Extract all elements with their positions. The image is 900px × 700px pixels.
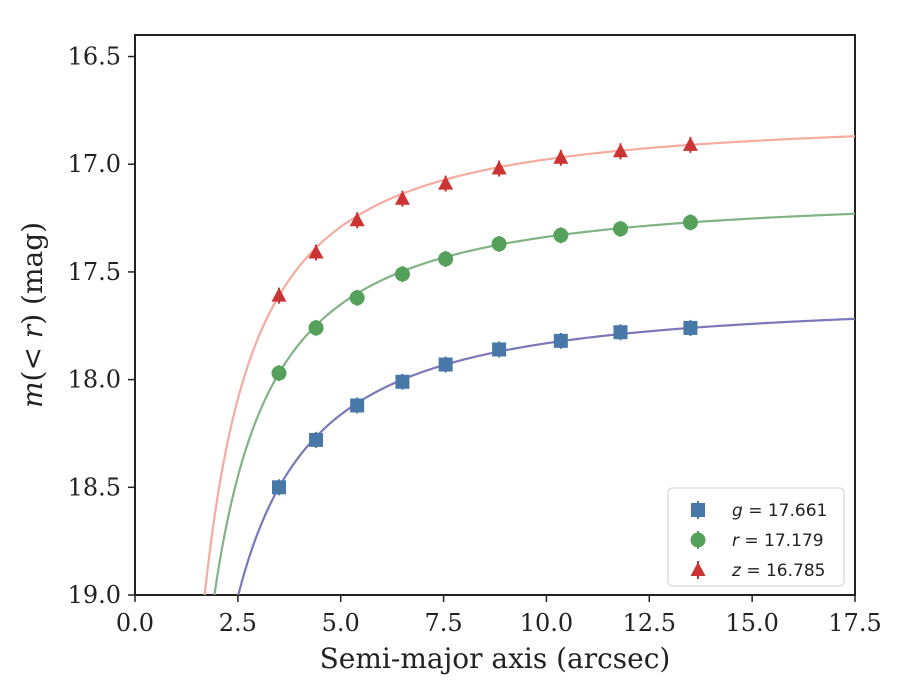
data-point-r (682, 214, 698, 230)
legend: g = 17.661 r = 17.179 z = 16.785 (667, 487, 845, 587)
x-tick-label: 12.5 (623, 609, 676, 637)
legend-entry-r: r = 17.179 (732, 531, 824, 551)
data-point-z (612, 143, 628, 158)
data-point-g (350, 398, 365, 413)
data-point-g (553, 333, 568, 348)
legend-marker-g (691, 503, 705, 517)
y-tick-label: 16.5 (68, 43, 121, 71)
data-point-z (349, 212, 365, 227)
data-point-z (438, 175, 454, 190)
data-point-g (309, 432, 324, 447)
fit-curve-z (203, 135, 855, 595)
data-point-z (394, 190, 410, 205)
legend-entry-z: z = 16.785 (731, 561, 825, 581)
data-point-g (272, 480, 286, 495)
data-point-z (271, 287, 287, 302)
x-tick-label: 7.5 (424, 609, 462, 637)
data-point-z (553, 149, 569, 164)
data-points (271, 136, 698, 496)
data-point-r (553, 227, 569, 243)
x-tick-label: 15.0 (725, 609, 778, 637)
x-tick-label: 5.0 (322, 609, 360, 637)
legend-box (667, 487, 845, 587)
data-point-r (308, 320, 324, 336)
data-point-z (682, 136, 698, 151)
fit-curve-g (237, 317, 855, 595)
y-tick-label: 17.0 (68, 150, 121, 178)
data-point-r (491, 236, 507, 252)
x-tick-label: 0.0 (116, 609, 154, 637)
data-point-r (394, 266, 410, 282)
data-point-z (308, 244, 324, 259)
x-tick-label: 2.5 (219, 609, 257, 637)
data-point-g (395, 374, 410, 389)
y-tick-label: 18.0 (68, 366, 121, 394)
data-point-r (612, 221, 628, 237)
data-point-r (438, 251, 454, 267)
y-tick-label: 17.5 (68, 258, 121, 286)
y-axis-ticks: 16.5 17.0 17.5 18.0 18.5 19.0 (68, 43, 135, 609)
data-point-z (491, 160, 507, 175)
data-point-g (613, 325, 628, 340)
y-axis-label: m(< r) (mag) (16, 222, 49, 408)
y-tick-label: 18.5 (68, 473, 121, 501)
x-tick-label: 10.0 (520, 609, 573, 637)
x-axis-label: Semi-major axis (arcsec) (320, 642, 671, 675)
data-point-r (271, 365, 287, 381)
x-tick-label: 17.5 (828, 609, 881, 637)
data-point-g (438, 357, 453, 372)
data-point-g (683, 320, 698, 335)
data-point-g (492, 342, 507, 357)
legend-entry-g: g = 17.661 (732, 501, 827, 521)
x-axis-ticks: 0.0 2.5 5.0 7.5 10.0 12.5 15.0 17.5 (116, 595, 882, 637)
y-tick-label: 19.0 (68, 581, 121, 609)
legend-marker-r (690, 532, 706, 548)
legend-marker-z (690, 562, 706, 576)
plot-frame (134, 34, 856, 596)
data-point-r (349, 290, 365, 306)
